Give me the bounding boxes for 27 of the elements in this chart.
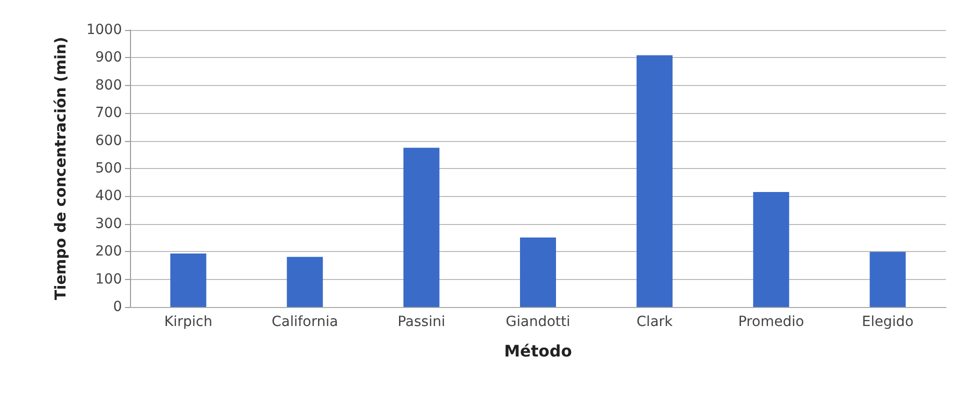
x-tick-label: Clark [636, 314, 674, 330]
y-tick-label: 500 [95, 160, 122, 176]
y-tick-label: 100 [95, 271, 122, 288]
y-axis-title: Tiempo de concentración (min) [52, 36, 70, 300]
bar [636, 55, 673, 307]
bar [403, 148, 440, 307]
y-tick-label: 200 [95, 244, 122, 260]
bar [170, 254, 206, 307]
y-tick-label: 900 [95, 50, 122, 66]
bar [520, 237, 556, 307]
y-tick-label: 800 [95, 77, 122, 94]
bar [286, 256, 323, 307]
x-axis-title: Método [504, 342, 572, 360]
x-tick-label: Promedio [738, 314, 804, 330]
x-tick-label: Passini [398, 314, 446, 330]
y-tick-label: 600 [95, 132, 122, 149]
y-tick-label: 0 [113, 299, 122, 315]
bar [753, 192, 790, 307]
y-tick-label: 400 [95, 188, 122, 204]
bar [870, 252, 906, 307]
y-tick-label: 700 [95, 105, 122, 122]
y-tick-label: 1000 [86, 22, 122, 38]
x-tick-label: Giandotti [506, 314, 570, 330]
y-tick-label: 300 [95, 216, 122, 232]
x-tick-label: Elegido [862, 314, 914, 330]
x-tick-label: Kirpich [164, 314, 212, 330]
x-tick-label: California [272, 314, 338, 330]
